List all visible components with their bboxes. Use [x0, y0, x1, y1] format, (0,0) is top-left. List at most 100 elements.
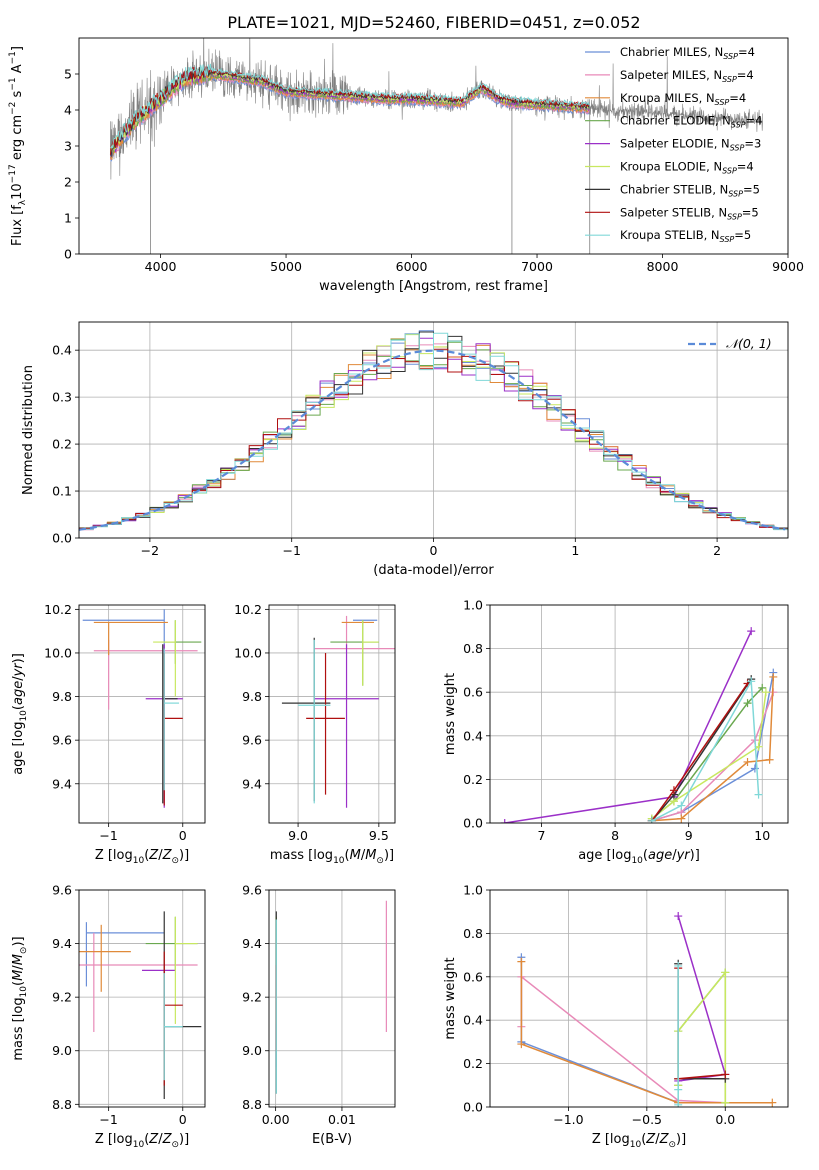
age-vs-Z-ytick-label: 9.4	[52, 776, 72, 791]
spectrum-xtick-label: 4000	[145, 259, 177, 274]
series-marker	[721, 1070, 730, 1079]
mass-vs-EBV-frame	[268, 889, 396, 1108]
errorbar-salpeter-miles	[79, 932, 198, 1032]
weight-vs-age-xlabel: age [log10(age/yr)]	[578, 848, 700, 866]
errorbar-salpeter-stelib	[163, 652, 183, 806]
age-vs-Z-xtick-label: −1	[99, 828, 117, 843]
weight-vs-age-frame	[489, 604, 789, 824]
age-vs-mass-ytick-label: 9.6	[242, 733, 262, 748]
errorbar-kroupa-miles	[93, 621, 168, 656]
mass-vs-Z-axes: −1 0 8.8 9.0 9.2 9.4 9.6	[52, 883, 205, 1127]
spectrum-ylabel: Flux [fλ10−17 erg cm−2 s−1 A−1]	[8, 46, 28, 246]
weight-vs-Z-ytick-label: 0.8	[463, 926, 483, 941]
normal-curve	[79, 349, 786, 531]
mass-vs-EBV-plot	[275, 900, 387, 1094]
mass-vs-EBV-xlabel: E(B-V)	[312, 1132, 352, 1147]
age-vs-Z-plot	[82, 609, 202, 808]
mass-vs-Z-xlabel: Z [log10(Z/Z⊙)]	[95, 1132, 189, 1150]
series-marker	[758, 683, 767, 692]
weight-vs-Z-ylabel: mass weight	[443, 957, 458, 1039]
residuals-plot	[79, 330, 788, 531]
series-marker	[769, 672, 778, 681]
weight-vs-Z-xlabel: Z [log10(Z/Z⊙)]	[592, 1132, 686, 1150]
errorbar-salpeter-elodie	[314, 644, 379, 808]
mass-vs-Z-ytick-label: 9.4	[52, 936, 72, 951]
residuals-ylabel: Normed distribution	[21, 365, 36, 495]
series-line	[651, 691, 775, 822]
legend-label: Kroupa STELIB, NSSP=5	[620, 228, 751, 244]
age-vs-mass-axes: 9.0 9.5 9.4 9.6 9.8 10.0 10.2	[234, 602, 395, 843]
age-vs-Z-ytick-label: 10.2	[44, 602, 72, 617]
series-line	[677, 970, 727, 1103]
spectrum-xtick-label: 8000	[647, 259, 679, 274]
series-marker	[721, 1098, 730, 1107]
model-kroupa-miles	[109, 70, 590, 160]
series-marker	[677, 801, 686, 810]
series-marker	[768, 1098, 777, 1107]
residuals-frame	[78, 321, 789, 539]
weight-vs-age-xtick-label: 9	[685, 828, 693, 843]
series-marker	[677, 814, 686, 823]
spectrum-xtick-label: 5000	[270, 259, 302, 274]
series-line	[520, 957, 726, 1104]
weight-vs-Z-xtick-label: −0.5	[632, 1112, 662, 1127]
weight-vs-Z-ytick-label: 0.0	[463, 1100, 483, 1115]
weight-vs-age-plot	[500, 627, 778, 823]
legend-label: Chabrier STELIB, NSSP=5	[620, 182, 760, 198]
errorbar-chabrier-stelib	[281, 637, 331, 802]
legend-label: Salpeter STELIB, NSSP=5	[620, 205, 759, 221]
mass-vs-Z-ytick-label: 9.6	[52, 883, 72, 898]
series-marker	[721, 968, 730, 977]
series-marker	[747, 677, 756, 686]
spectrum-xlabel: wavelength [Angstrom, rest frame]	[319, 279, 548, 294]
weight-vs-age-xtick-label: 10	[754, 828, 770, 843]
mass-vs-Z-ytick-label: 8.8	[52, 1097, 72, 1112]
series-line	[651, 683, 749, 822]
age-vs-Z-ytick-label: 9.8	[52, 689, 72, 704]
errorbar-kroupa-miles	[79, 924, 131, 992]
series-kroupa-stelib	[647, 677, 763, 823]
legend-label: Chabrier MILES, NSSP=4	[620, 45, 755, 61]
legend-label: Salpeter MILES, NSSP=4	[620, 68, 754, 84]
spectrum-xtick-label: 6000	[396, 259, 428, 274]
mass-vs-Z-ylabel: mass [log10(M/M⊙)]	[11, 936, 29, 1060]
mass-vs-Z-plot	[79, 911, 202, 1099]
series-salpeter-elodie	[674, 912, 730, 1085]
age-vs-Z-frame	[78, 604, 206, 824]
age-vs-Z-ytick-label: 9.6	[52, 733, 72, 748]
series-line	[677, 915, 727, 1082]
age-vs-mass-xlabel: mass [log10(M/M⊙)]	[270, 848, 394, 866]
age-vs-Z-xtick-label: 0	[179, 828, 187, 843]
errorbar-salpeter-miles	[314, 615, 395, 650]
series-marker	[674, 1085, 683, 1094]
series-marker	[674, 1100, 683, 1107]
series-marker	[669, 786, 678, 795]
series-line	[520, 975, 726, 1104]
age-vs-mass-xtick-label: 9.0	[288, 828, 308, 843]
residuals-ytick-label: 0.1	[52, 484, 72, 499]
mass-vs-Z-ytick-label: 9.2	[52, 990, 72, 1005]
residuals-ytick-label: 0.0	[52, 531, 72, 546]
age-vs-mass-ytick-label: 10.2	[234, 602, 262, 617]
spectrum-ytick-label: 4	[64, 103, 72, 118]
model-salpeter-stelib	[109, 65, 590, 155]
mass-vs-Z-ytick-label: 9.0	[52, 1043, 72, 1058]
series-salpeter-miles	[517, 972, 730, 1107]
age-vs-Z-xlabel: Z [log10(Z/Z⊙)]	[95, 848, 189, 866]
series-line	[677, 968, 726, 1080]
weight-vs-age-ytick-label: 0.6	[463, 685, 483, 700]
weight-vs-age-xtick-label: 7	[538, 828, 546, 843]
spectrum-frame	[78, 37, 789, 255]
weight-vs-age-ytick-label: 0.0	[463, 816, 483, 831]
residuals-xtick-label: 0	[430, 543, 438, 558]
mass-vs-EBV-ytick-label: 9.4	[242, 936, 262, 951]
legend-label: Salpeter ELODIE, NSSP=3	[620, 137, 761, 153]
spectrum-axes: 4000 5000 6000 7000 8000 9000 0 1 2 3 4 5	[64, 67, 804, 275]
weight-vs-age-ytick-label: 0.4	[463, 728, 483, 743]
age-vs-mass-ytick-label: 10.0	[234, 645, 262, 660]
series-marker	[500, 819, 509, 823]
age-vs-mass-frame	[268, 604, 396, 824]
series-marker	[674, 912, 683, 921]
spectrum-legend: Chabrier MILES, NSSP=4 Salpeter MILES, NS…	[585, 45, 762, 244]
errorbar-kroupa-stelib	[163, 648, 180, 791]
